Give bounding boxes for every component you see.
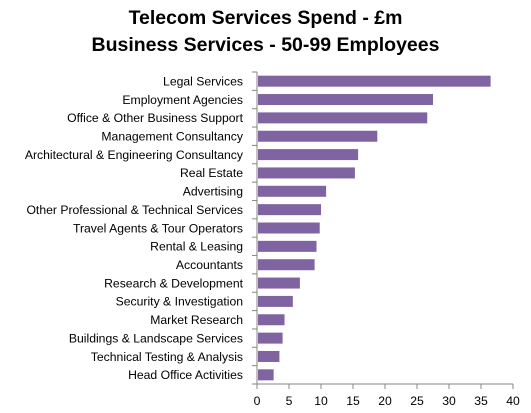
x-tick-label: 0 — [254, 394, 261, 408]
bar — [258, 75, 491, 87]
category-label: Office & Other Business Support — [67, 111, 244, 125]
x-tick-label: 10 — [314, 394, 328, 408]
bar — [258, 369, 274, 381]
category-label: Real Estate — [180, 166, 243, 180]
bar — [258, 314, 285, 326]
category-label: Architectural & Engineering Consultancy — [25, 148, 244, 162]
bar — [258, 130, 378, 142]
chart-title: Telecom Services Spend - £m — [128, 7, 403, 29]
category-label: Head Office Activities — [128, 368, 243, 382]
bar — [258, 332, 283, 344]
bar — [258, 295, 293, 307]
category-label: Market Research — [150, 313, 243, 327]
category-label: Employment Agencies — [122, 93, 243, 107]
bar — [258, 259, 315, 271]
bar — [258, 112, 428, 124]
bar — [258, 204, 321, 216]
bar — [258, 350, 280, 362]
category-label: Travel Agents & Tour Operators — [73, 221, 243, 235]
category-label: Security & Investigation — [116, 295, 243, 309]
bar — [258, 277, 300, 289]
bar — [258, 94, 433, 106]
bar — [258, 167, 355, 179]
category-label: Buildings & Landscape Services — [69, 331, 243, 345]
x-tick-label: 5 — [286, 394, 293, 408]
x-tick-label: 35 — [474, 394, 488, 408]
x-tick-label: 25 — [410, 394, 424, 408]
bar — [258, 240, 317, 252]
x-tick-label: 20 — [378, 394, 392, 408]
category-label: Management Consultancy — [101, 130, 243, 144]
bar — [258, 149, 359, 161]
category-label: Rental & Leasing — [150, 240, 243, 254]
category-label: Research & Development — [104, 276, 243, 290]
category-label: Technical Testing & Analysis — [91, 350, 243, 364]
category-label: Other Professional & Technical Services — [26, 203, 243, 217]
x-tick-label: 15 — [346, 394, 360, 408]
chart-subtitle: Business Services - 50-99 Employees — [91, 34, 440, 56]
bar — [258, 222, 320, 234]
x-tick-label: 30 — [442, 394, 456, 408]
x-tick-label: 40 — [506, 394, 520, 408]
bar — [258, 185, 327, 197]
category-label: Accountants — [176, 258, 243, 272]
category-label: Advertising — [183, 185, 243, 199]
category-label: Legal Services — [163, 74, 243, 88]
